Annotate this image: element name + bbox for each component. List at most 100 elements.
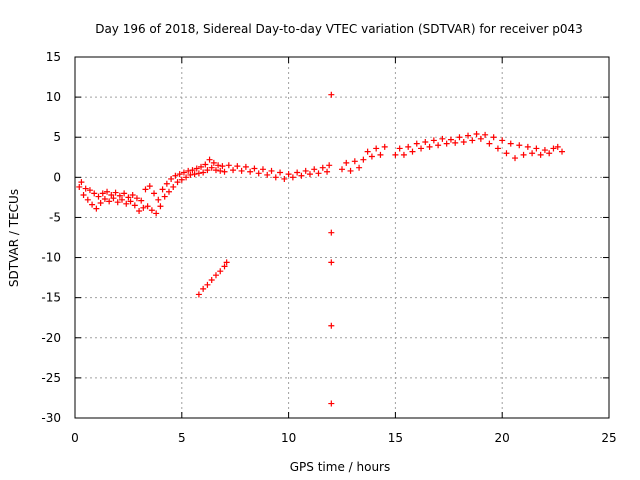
data-marks [76, 91, 566, 407]
data-point [183, 174, 190, 181]
y-tick-label: 5 [53, 130, 61, 144]
data-point [148, 207, 155, 214]
data-point [392, 151, 399, 158]
data-point [294, 169, 301, 176]
data-point [430, 137, 437, 144]
y-tick-label: -10 [41, 251, 61, 265]
data-point [537, 151, 544, 158]
data-point [328, 400, 335, 407]
data-point [494, 145, 501, 152]
data-point [123, 200, 130, 207]
data-point [133, 195, 140, 202]
data-point [413, 140, 420, 147]
data-point [339, 166, 345, 173]
x-tick-labels: 0 5 10 15 20 25 [71, 431, 616, 445]
data-point [396, 145, 403, 152]
data-point [217, 167, 224, 174]
data-point [212, 272, 219, 279]
data-point [174, 179, 181, 186]
data-point [131, 202, 138, 209]
data-point [230, 167, 237, 174]
data-point [247, 168, 254, 175]
data-point [127, 198, 134, 205]
data-point [204, 167, 211, 174]
data-point [373, 145, 380, 152]
data-point [272, 174, 279, 181]
data-point [418, 145, 425, 152]
data-point [106, 198, 113, 205]
data-point [215, 162, 222, 169]
data-point [507, 140, 514, 147]
data-point [482, 131, 489, 138]
data-point [176, 171, 183, 178]
data-point [328, 91, 335, 98]
data-point [159, 186, 166, 193]
data-point [180, 169, 187, 176]
data-point [165, 188, 172, 195]
data-point [200, 285, 207, 292]
data-point [178, 176, 185, 183]
data-point [172, 172, 179, 179]
data-point [381, 143, 388, 150]
data-point [533, 145, 540, 152]
data-point [221, 263, 228, 270]
data-point [452, 139, 459, 146]
data-point [157, 203, 164, 210]
data-point [212, 167, 219, 174]
data-point [234, 163, 241, 170]
chart-title: Day 196 of 2018, Sidereal Day-to-day VTE… [95, 22, 583, 36]
data-point [324, 168, 331, 175]
data-point [161, 193, 168, 200]
data-point [281, 175, 288, 182]
data-point [512, 155, 519, 162]
data-point [223, 259, 230, 266]
data-point [136, 208, 143, 215]
data-point [129, 191, 136, 198]
data-point [400, 151, 407, 158]
grid [75, 57, 609, 418]
plot-frame [74, 56, 610, 419]
data-point [409, 148, 416, 155]
data-point [516, 142, 523, 149]
data-point [264, 171, 271, 178]
data-point [112, 189, 119, 196]
data-point [435, 142, 442, 149]
data-point [490, 134, 497, 141]
data-point [426, 143, 433, 150]
data-point [193, 165, 200, 172]
data-point [473, 131, 480, 138]
data-point [200, 169, 207, 176]
data-point [285, 171, 292, 178]
data-point [356, 164, 363, 171]
data-point [142, 186, 149, 193]
data-point [151, 190, 158, 197]
data-point [219, 163, 226, 170]
data-point [95, 193, 102, 200]
data-point [499, 137, 506, 144]
data-point [99, 190, 106, 197]
data-point [503, 150, 510, 157]
data-point [306, 171, 313, 178]
data-point [163, 180, 170, 187]
data-point [121, 190, 128, 197]
y-tick-label: -15 [41, 291, 61, 305]
x-tick-label: 25 [601, 431, 616, 445]
data-point [168, 175, 175, 182]
data-point [550, 145, 557, 152]
data-point [546, 150, 553, 157]
data-point [315, 170, 322, 177]
x-tick-label: 0 [71, 431, 79, 445]
data-point [364, 148, 371, 155]
data-point [251, 165, 258, 172]
data-point [343, 159, 350, 166]
data-point [486, 140, 493, 147]
data-point [456, 134, 463, 141]
x-tick-label: 15 [388, 431, 403, 445]
data-point [104, 188, 111, 195]
x-tick-label: 20 [495, 431, 510, 445]
data-point [146, 183, 153, 190]
data-point [439, 135, 446, 142]
data-point [125, 194, 132, 201]
data-point [554, 143, 561, 150]
data-point [326, 162, 333, 169]
